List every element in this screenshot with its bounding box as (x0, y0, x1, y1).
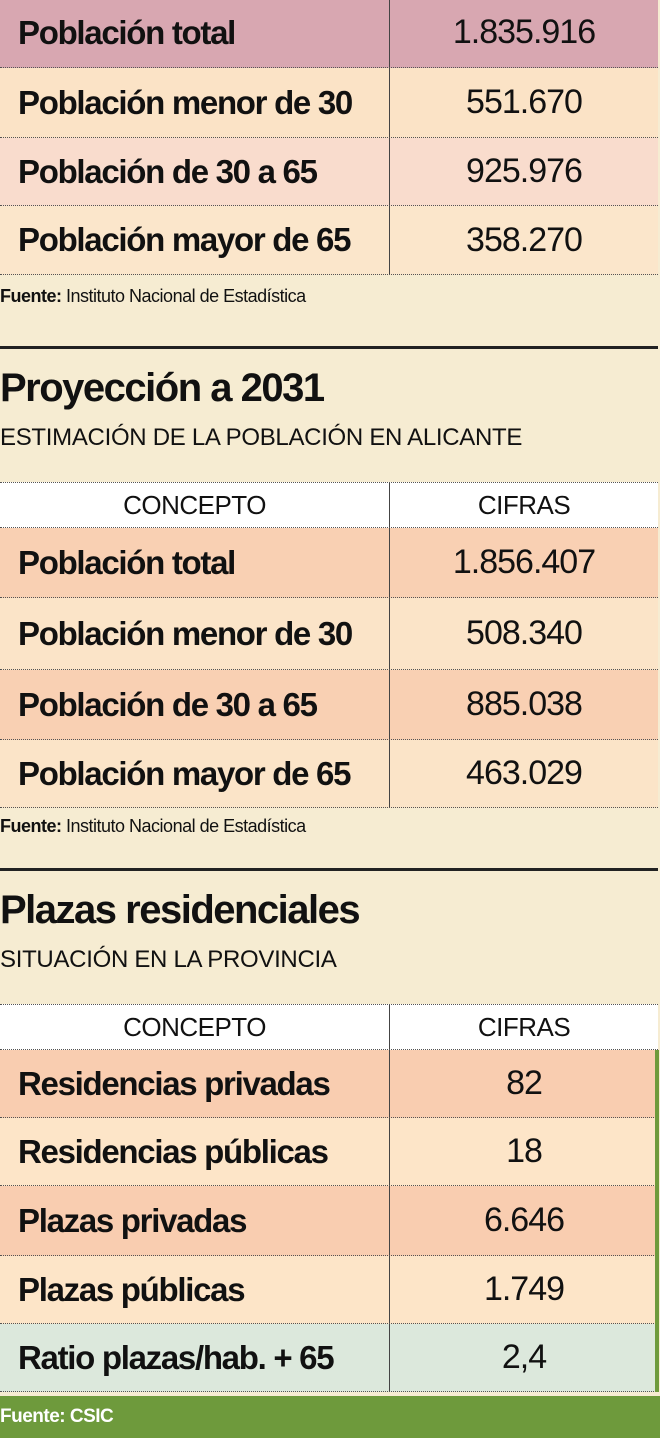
label-cell: Plazas privadas (0, 1186, 390, 1255)
label-cell: Población mayor de 65 (0, 206, 390, 274)
source: Fuente: Instituto Nacional de Estadístic… (0, 286, 306, 307)
section-title: Plazas residenciales (0, 888, 361, 932)
source-text: Instituto Nacional de Estadística (66, 286, 306, 306)
table-row: Plazas privadas 6.646 (0, 1186, 658, 1256)
label-cell: Ratio plazas/hab. + 65 (0, 1324, 390, 1391)
table-header: CONCEPTO CIFRAS (0, 482, 658, 528)
table-row: Población de 30 a 65 885.038 (0, 670, 658, 740)
header-cell: CONCEPTO (0, 483, 390, 527)
table-border (655, 1050, 659, 1392)
source: Fuente: Instituto Nacional de Estadístic… (0, 816, 306, 837)
value-cell: 1.835.916 (452, 13, 596, 51)
label-cell: Plazas públicas (0, 1256, 390, 1323)
table-row: Población mayor de 65 463.029 (0, 740, 658, 808)
label-cell: Población menor de 30 (0, 68, 390, 137)
source-label: Fuente: CSIC (0, 1406, 114, 1427)
header-cell: CIFRAS (477, 1011, 571, 1042)
source-bar: Fuente: CSIC (0, 1396, 660, 1438)
value-cell: 18 (506, 1132, 543, 1170)
source-label: Fuente: (0, 816, 62, 836)
source-label: Fuente: (0, 286, 62, 306)
label-cell: Población de 30 a 65 (0, 670, 390, 739)
table-row: Población total 1.856.407 (0, 528, 658, 598)
label-cell: Población menor de 30 (0, 598, 390, 669)
label-cell: Residencias privadas (0, 1050, 390, 1117)
header-cell: CIFRAS (477, 489, 571, 520)
table-header: CONCEPTO CIFRAS (0, 1004, 658, 1050)
value-cell: 1.749 (483, 1270, 565, 1308)
table-row: Residencias públicas 18 (0, 1118, 658, 1186)
section-subtitle: SITUACIÓN EN LA PROVINCIA (0, 946, 337, 973)
section-subtitle: ESTIMACIÓN DE LA POBLACIÓN EN ALICANTE (0, 424, 523, 451)
label-cell: Población mayor de 65 (0, 740, 390, 807)
section-rule (0, 346, 658, 349)
table-row: Población menor de 30 508.340 (0, 598, 658, 670)
label-cell: Residencias públicas (0, 1118, 390, 1185)
value-cell: 885.038 (466, 685, 583, 723)
label-cell: Población de 30 a 65 (0, 138, 390, 205)
source-text: Instituto Nacional de Estadística (66, 816, 306, 836)
table-row: Población de 30 a 65 925.976 (0, 138, 658, 206)
label-cell: Población total (0, 0, 390, 67)
table-row: Plazas públicas 1.749 (0, 1256, 658, 1324)
value-cell: 508.340 (466, 614, 583, 652)
table-row: Ratio plazas/hab. + 65 2,4 (0, 1324, 658, 1392)
value-cell: 6.646 (483, 1201, 565, 1239)
table-row: Población total 1.835.916 (0, 0, 658, 68)
table-row: Residencias privadas 82 (0, 1050, 658, 1118)
label-cell: Población total (0, 528, 390, 597)
section-rule (0, 868, 658, 871)
header-cell: CONCEPTO (0, 1005, 390, 1049)
section-title: Proyección a 2031 (0, 366, 325, 410)
value-cell: 2,4 (501, 1338, 547, 1376)
value-cell: 82 (506, 1064, 543, 1102)
value-cell: 925.976 (466, 152, 583, 190)
value-cell: 551.670 (466, 83, 583, 121)
table-row: Población mayor de 65 358.270 (0, 206, 658, 275)
value-cell: 463.029 (466, 754, 583, 792)
value-cell: 358.270 (466, 220, 583, 259)
value-cell: 1.856.407 (452, 543, 596, 581)
table-row: Población menor de 30 551.670 (0, 68, 658, 138)
